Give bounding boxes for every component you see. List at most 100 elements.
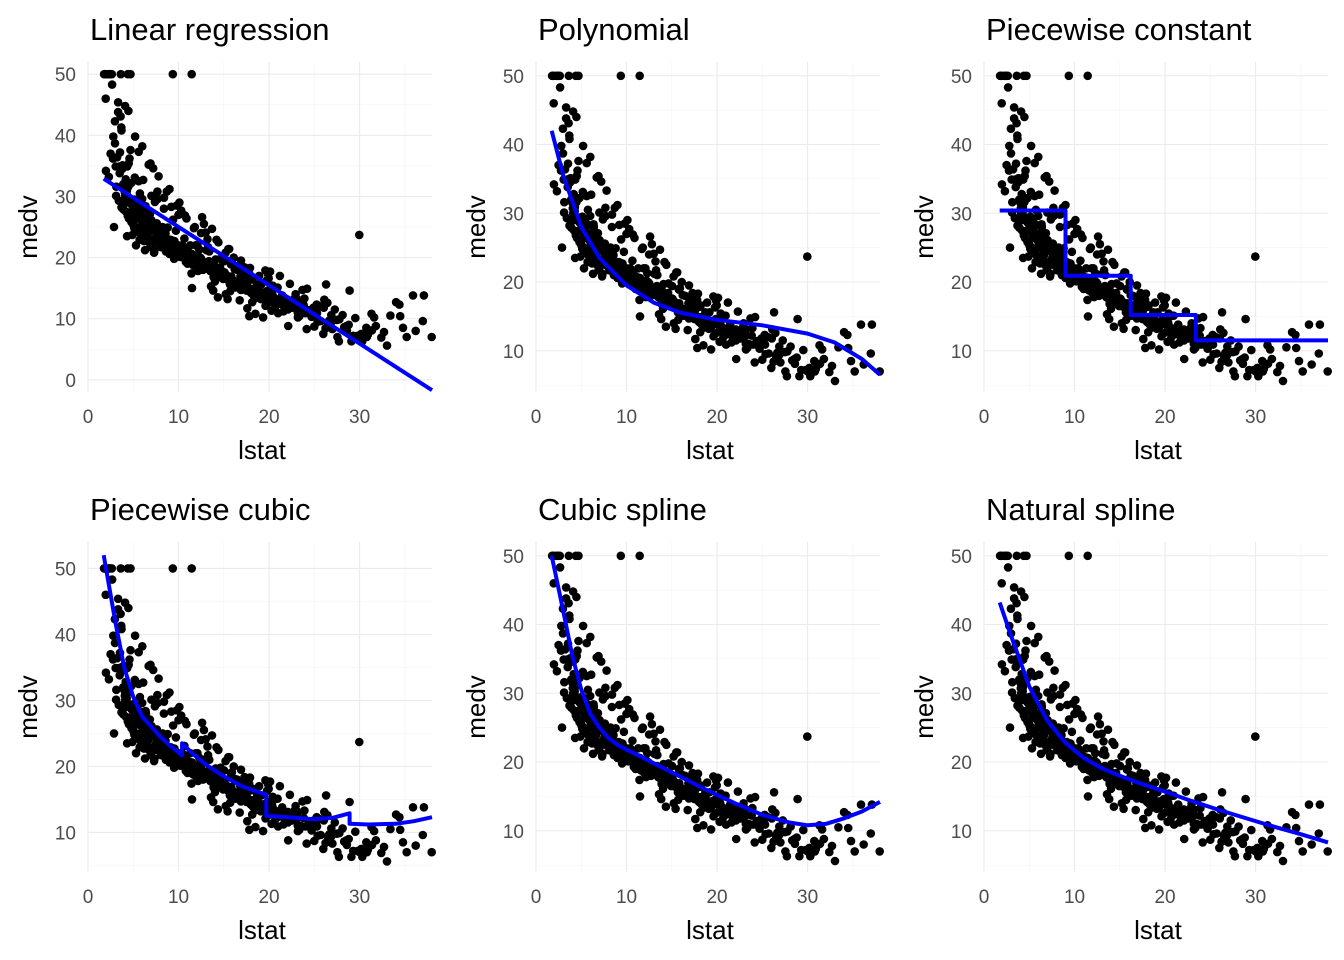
data-point — [1291, 810, 1300, 820]
data-point — [334, 852, 344, 862]
x-tick-label: 20 — [258, 887, 279, 908]
panel-title: Piecewise cubic — [90, 492, 311, 527]
data-point — [782, 371, 792, 381]
data-point — [1108, 257, 1117, 267]
data-point — [167, 202, 176, 212]
data-point — [212, 743, 221, 752]
data-point — [1323, 847, 1332, 856]
data-point — [771, 351, 781, 360]
x-tick-label: 30 — [797, 887, 818, 908]
data-point — [1192, 819, 1201, 829]
data-point — [135, 189, 145, 198]
y-tick-label: 20 — [55, 249, 76, 270]
data-point — [704, 804, 714, 814]
data-point — [282, 808, 291, 817]
panel-5: 0 10 20 30 10 20 30 40 50 lstat medv Cubic spline — [461, 492, 884, 945]
data-point — [588, 749, 598, 759]
data-point — [698, 800, 707, 809]
data-point — [567, 675, 576, 684]
data-point — [395, 812, 404, 822]
data-point — [1034, 152, 1043, 162]
data-point — [304, 818, 314, 828]
data-point — [595, 688, 604, 697]
data-point — [583, 257, 592, 267]
data-point — [600, 239, 610, 248]
data-point — [866, 829, 876, 838]
data-point — [1153, 797, 1163, 807]
data-point — [564, 118, 573, 128]
data-point — [623, 215, 632, 225]
data-point — [1097, 249, 1106, 259]
data-point — [803, 732, 812, 741]
data-point — [582, 158, 591, 168]
data-point — [1136, 288, 1145, 298]
data-point — [334, 337, 344, 346]
data-point — [159, 204, 169, 213]
data-point — [285, 279, 295, 289]
data-point — [624, 224, 634, 234]
data-point — [619, 727, 629, 737]
data-point — [213, 293, 223, 302]
data-point — [557, 243, 567, 252]
data-point — [675, 763, 685, 773]
data-point — [258, 826, 268, 836]
data-point — [283, 321, 293, 331]
data-point — [332, 315, 342, 325]
data-point — [316, 830, 326, 840]
y-tick-label: 50 — [503, 67, 524, 88]
data-point — [760, 340, 770, 349]
data-point — [323, 832, 333, 842]
data-point — [866, 349, 876, 358]
data-point — [275, 271, 285, 281]
data-point — [109, 631, 118, 640]
data-point — [233, 793, 242, 802]
data-point — [201, 735, 210, 744]
data-point — [601, 203, 610, 213]
y-tick-label: 10 — [951, 342, 972, 363]
data-point — [145, 238, 154, 248]
data-point — [176, 711, 186, 720]
data-point — [257, 800, 267, 809]
data-point — [616, 71, 626, 81]
data-point — [395, 825, 405, 835]
data-point — [342, 840, 352, 850]
panel-title: Cubic spline — [538, 492, 707, 527]
panel-6: 0 10 20 30 10 20 30 40 50 lstat medv Natural spline — [909, 492, 1332, 945]
data-point — [997, 660, 1007, 669]
data-point — [1001, 71, 1011, 81]
data-point — [191, 262, 200, 272]
data-point — [1175, 818, 1184, 827]
fit-line — [997, 601, 1329, 845]
data-point — [752, 336, 762, 346]
panel-2: 0 10 20 30 10 20 30 40 50 lstat medv Polynomial — [461, 12, 884, 465]
data-point — [1101, 292, 1111, 302]
scatter-points — [547, 71, 884, 386]
data-point — [256, 807, 266, 816]
data-point — [850, 847, 859, 856]
data-point — [1217, 308, 1227, 317]
data-point — [601, 211, 610, 221]
data-point — [1087, 288, 1096, 297]
data-point — [1110, 777, 1119, 786]
data-point — [176, 206, 186, 215]
data-point — [1107, 759, 1116, 769]
x-axis-title: lstat — [1134, 915, 1182, 945]
data-point — [733, 307, 743, 316]
data-point — [1067, 247, 1077, 257]
data-point — [1040, 173, 1049, 182]
data-point — [250, 291, 259, 300]
data-point — [843, 823, 853, 833]
data-point — [1073, 276, 1083, 285]
data-point — [1211, 812, 1220, 822]
data-point — [1159, 296, 1169, 305]
data-point — [1298, 367, 1307, 376]
data-point — [1101, 772, 1111, 782]
data-point — [327, 824, 336, 833]
data-point — [379, 842, 389, 852]
data-point — [167, 707, 176, 716]
data-point — [1153, 317, 1163, 327]
data-point — [1034, 632, 1043, 642]
data-point — [1002, 160, 1011, 170]
x-tick-label: 30 — [797, 407, 818, 428]
data-point — [684, 761, 694, 770]
